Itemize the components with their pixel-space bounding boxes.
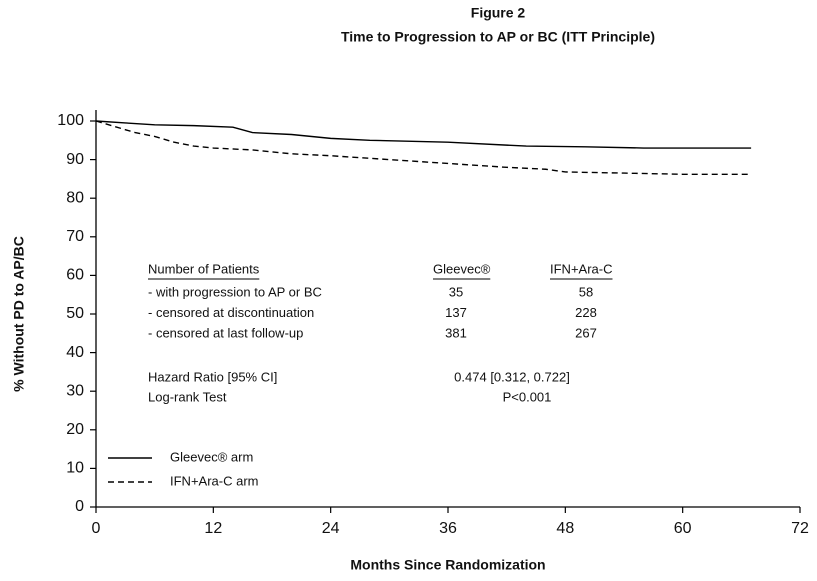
- table-header: IFN+Ara-C: [550, 261, 612, 276]
- row-value: 228: [575, 305, 597, 320]
- row-value: 381: [445, 325, 467, 340]
- x-tick-label: 24: [322, 520, 340, 537]
- legend-label: IFN+Ara-C arm: [170, 473, 258, 488]
- y-tick-label: 40: [66, 344, 84, 361]
- row-label: - censored at last follow-up: [148, 325, 303, 340]
- y-tick-label: 100: [57, 112, 84, 129]
- y-tick-label: 50: [66, 305, 84, 322]
- logrank-value: P<0.001: [503, 389, 552, 404]
- x-tick-label: 0: [92, 520, 101, 537]
- x-tick-label: 12: [204, 520, 222, 537]
- y-tick-label: 80: [66, 189, 84, 206]
- chart-subtitle: Time to Progression to AP or BC (ITT Pri…: [341, 29, 655, 45]
- y-tick-label: 10: [66, 460, 84, 477]
- legend-label: Gleevec® arm: [170, 449, 253, 464]
- hazard-value: 0.474 [0.312, 0.722]: [454, 369, 570, 384]
- x-tick-label: 48: [556, 520, 574, 537]
- km-curve: [95, 120, 752, 175]
- y-tick-label: 20: [66, 421, 84, 438]
- row-value: 58: [579, 284, 593, 299]
- row-label: - with progression to AP or BC: [148, 284, 322, 299]
- hazard-label: Hazard Ratio [95% CI]: [148, 369, 277, 384]
- row-value: 137: [445, 305, 467, 320]
- row-value: 35: [449, 284, 463, 299]
- y-tick-label: 0: [75, 498, 84, 515]
- y-tick-label: 70: [66, 228, 84, 245]
- x-tick-label: 60: [674, 520, 692, 537]
- table-header: Gleevec®: [433, 261, 491, 276]
- chart-title: Figure 2: [471, 5, 526, 21]
- x-axis-label: Months Since Randomization: [350, 557, 545, 573]
- km-curve: [95, 120, 752, 149]
- y-tick-label: 90: [66, 151, 84, 168]
- y-tick-label: 30: [66, 382, 84, 399]
- y-tick-label: 60: [66, 267, 84, 284]
- y-axis-label: % Without PD to AP/BC: [11, 236, 27, 392]
- row-label: - censored at discontinuation: [148, 305, 314, 320]
- table-header: Number of Patients: [148, 261, 260, 276]
- logrank-label: Log-rank Test: [148, 389, 227, 404]
- x-tick-label: 72: [791, 520, 809, 537]
- row-value: 267: [575, 325, 597, 340]
- x-tick-label: 36: [439, 520, 457, 537]
